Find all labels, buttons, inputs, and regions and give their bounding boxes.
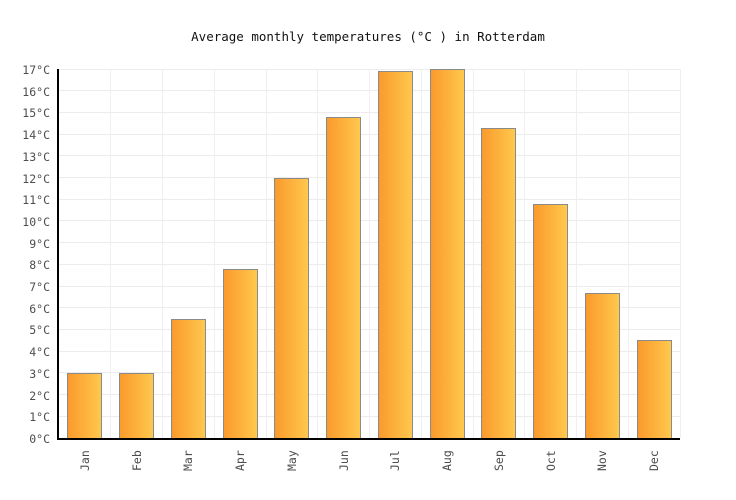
bar-sep [481,127,517,438]
x-tick-label-apr: Apr [233,450,248,471]
bar-aug [429,69,465,438]
x-axis-labels: Jan Feb Mar Apr May Jun Jul Aug Sep Oct Nov Dec [59,440,680,490]
y-tick-label: 5°C [29,323,50,338]
y-tick-label: 7°C [29,280,50,295]
y-tick-label: 8°C [29,258,50,273]
gridline-vertical [213,69,215,438]
bar-oct [533,203,569,438]
gridline-vertical [162,69,163,438]
bar-dec [636,340,672,438]
y-tick-label: 16°C [22,84,50,99]
x-tick-label-oct: Oct [543,450,558,471]
y-tick-label: 6°C [29,301,50,316]
y-tick-label: 0°C [29,432,50,446]
y-tick-label: 14°C [22,128,50,143]
x-tick-label-aug: Aug [440,450,455,471]
y-tick-label: 3°C [29,366,50,381]
y-tick-label: 4°C [29,345,50,360]
gridline-vertical [317,69,319,438]
y-tick-label: 15°C [22,106,50,121]
y-tick-label: 2°C [29,388,50,403]
y-axis-labels: 0°C 1°C 2°C 3°C 4°C 5°C 6°C 7°C 8°C 9°C 10°C 11°C 12… [0,63,50,446]
y-tick-label: 12°C [22,171,50,186]
plot-area [57,68,681,440]
y-tick-label: 11°C [22,193,50,208]
gridline-vertical [265,69,267,438]
gridline-vertical [110,69,112,438]
y-tick-label: 10°C [22,214,50,229]
y-tick-label: 13°C [22,149,50,164]
gridline-vertical [369,69,370,438]
gridline-vertical [472,69,474,438]
y-tick-label: 1°C [29,410,50,425]
bar-jan [67,372,103,438]
x-tick-label-jan: Jan [77,450,92,471]
gridline-vertical [576,69,577,438]
gridline-vertical [679,69,681,438]
bar-jun [326,116,362,438]
x-tick-label-may: May [284,450,299,471]
bar-mar [170,318,206,438]
gridline-vertical [420,69,422,438]
x-tick-label-jul: Jul [388,450,403,471]
x-tick-label-nov: Nov [595,450,610,471]
gridline-vertical [627,69,629,438]
bar-apr [222,268,258,438]
bar-may [274,177,310,438]
bar-jul [377,71,413,438]
chart-title: Average monthly temperatures (°C ) in Ro… [191,29,545,44]
x-tick-label-feb: Feb [129,450,144,471]
x-tick-label-dec: Dec [647,450,662,471]
x-tick-label-jun: Jun [336,450,351,471]
x-tick-label-sep: Sep [491,450,506,471]
x-tick-label-mar: Mar [181,450,196,471]
y-tick-label: 17°C [22,63,50,77]
y-tick-label: 9°C [29,236,50,251]
bar-feb [119,372,155,438]
bar-nov [584,292,620,438]
gridline-vertical [524,69,526,438]
